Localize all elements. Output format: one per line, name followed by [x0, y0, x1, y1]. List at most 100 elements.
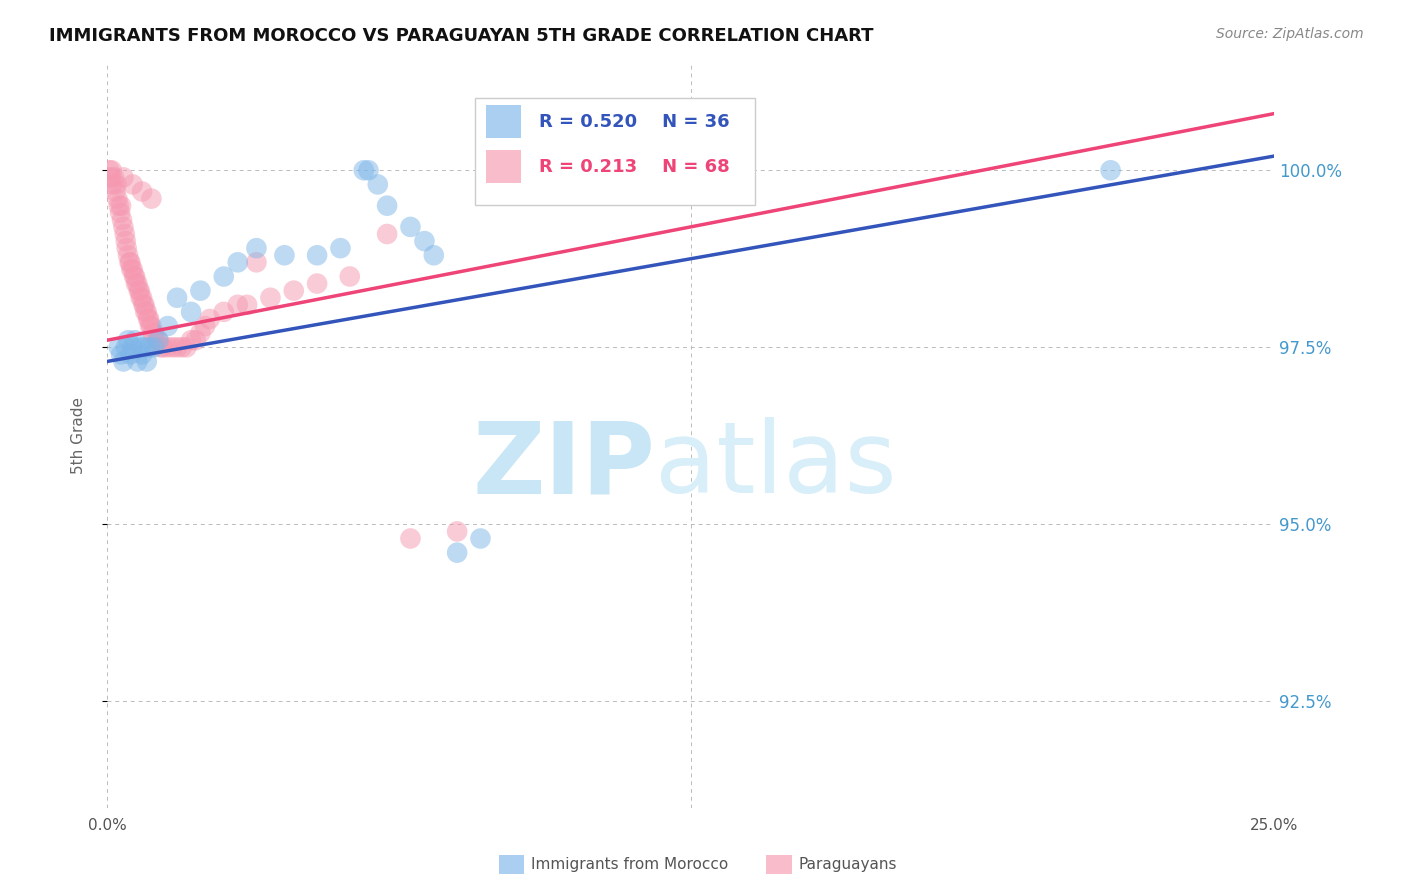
Point [125, 277, 148, 291]
Text: 25.0%: 25.0% [1250, 818, 1298, 833]
Y-axis label: 5th Grade: 5th Grade [72, 397, 86, 475]
Point [283, 284, 305, 298]
Point [112, 219, 135, 234]
Point [176, 340, 198, 354]
Point [114, 234, 136, 248]
Point [114, 340, 136, 354]
Point [103, 170, 125, 185]
Point [156, 319, 179, 334]
Point [131, 347, 153, 361]
Point [141, 192, 163, 206]
Point [135, 305, 157, 319]
Point [121, 178, 143, 192]
Point [184, 333, 207, 347]
Text: IMMIGRANTS FROM MOROCCO VS PARAGUAYAN 5TH GRADE CORRELATION CHART: IMMIGRANTS FROM MOROCCO VS PARAGUAYAN 5T… [49, 27, 873, 45]
Point [170, 340, 193, 354]
Text: R = 0.213    N = 68: R = 0.213 N = 68 [538, 158, 730, 176]
Point [110, 199, 132, 213]
Text: Paraguayans: Paraguayans [799, 857, 897, 871]
Point [226, 255, 249, 269]
Text: Immigrants from Morocco: Immigrants from Morocco [531, 857, 728, 871]
Point [139, 319, 162, 334]
Point [128, 284, 150, 298]
Point [122, 269, 145, 284]
Point [115, 241, 138, 255]
Point [149, 340, 172, 354]
Point [399, 532, 422, 546]
Point [367, 178, 389, 192]
Text: Source: ZipAtlas.com: Source: ZipAtlas.com [1216, 27, 1364, 41]
Point [100, 170, 122, 185]
Point [180, 333, 202, 347]
Point [329, 241, 352, 255]
Point [470, 532, 492, 546]
Point [148, 333, 170, 347]
Point [307, 277, 329, 291]
Point [108, 206, 131, 220]
Point [131, 291, 153, 305]
Point [128, 340, 150, 354]
FancyBboxPatch shape [486, 105, 522, 138]
Text: ZIP: ZIP [472, 417, 655, 514]
Point [166, 291, 188, 305]
Point [259, 291, 281, 305]
Point [121, 262, 143, 277]
Point [375, 227, 398, 241]
Point [134, 305, 156, 319]
Point [134, 340, 156, 354]
Point [446, 546, 468, 560]
Point [423, 248, 446, 262]
Point [142, 326, 165, 340]
Point [120, 262, 142, 277]
Point [100, 163, 122, 178]
Text: R = 0.520    N = 36: R = 0.520 N = 36 [538, 113, 730, 131]
Point [132, 298, 155, 312]
FancyBboxPatch shape [486, 150, 522, 183]
Point [152, 340, 174, 354]
Point [245, 241, 267, 255]
Point [112, 170, 135, 185]
Point [446, 524, 468, 539]
Point [127, 277, 149, 291]
Point [117, 248, 139, 262]
Point [114, 227, 136, 241]
Point [194, 319, 217, 334]
Point [121, 340, 143, 354]
Point [245, 255, 267, 269]
Text: 0.0%: 0.0% [87, 818, 127, 833]
Point [1099, 163, 1122, 178]
Point [145, 333, 167, 347]
Point [357, 163, 380, 178]
Point [105, 192, 128, 206]
Point [212, 305, 235, 319]
Point [128, 284, 150, 298]
Point [120, 347, 142, 361]
Point [190, 326, 212, 340]
Point [375, 199, 398, 213]
Point [124, 333, 146, 347]
Point [107, 199, 129, 213]
Point [127, 354, 149, 368]
Point [190, 284, 212, 298]
Point [134, 298, 156, 312]
Point [101, 178, 124, 192]
FancyBboxPatch shape [475, 97, 755, 205]
Point [104, 185, 127, 199]
Point [129, 291, 152, 305]
Point [166, 340, 188, 354]
Point [118, 255, 141, 269]
Point [180, 305, 202, 319]
Point [236, 298, 259, 312]
Text: atlas: atlas [655, 417, 897, 514]
Point [98, 163, 121, 178]
Point [339, 269, 361, 284]
Point [111, 212, 134, 227]
Point [131, 185, 153, 199]
Point [198, 312, 221, 326]
Point [112, 354, 135, 368]
Point [148, 333, 170, 347]
Point [212, 269, 235, 284]
Point [138, 312, 160, 326]
Point [307, 248, 329, 262]
Point [353, 163, 375, 178]
